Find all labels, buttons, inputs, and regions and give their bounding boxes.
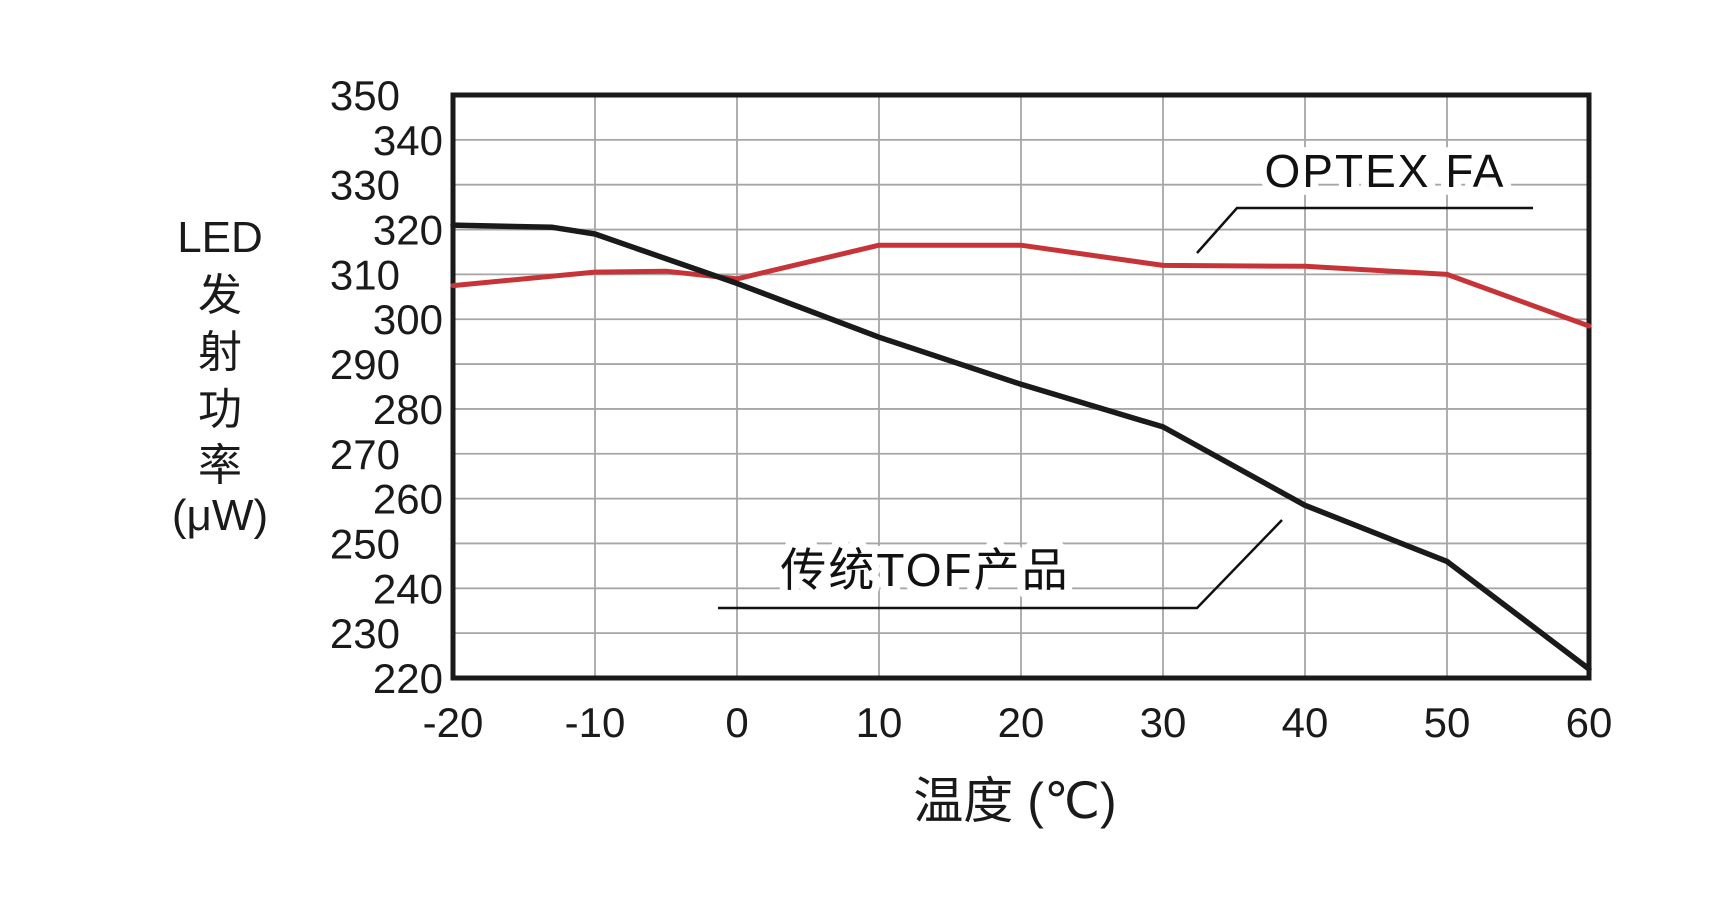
x-tick-label--20: -20 (423, 699, 484, 746)
y-tick-label-300: 300 (373, 296, 443, 343)
y-tick-label-290: 290 (330, 341, 400, 388)
series-lines (450, 222, 1592, 672)
x-tick-label--10: -10 (565, 699, 626, 746)
y-tick-labels: 3503403303203103002902802702602502402302… (330, 72, 443, 702)
plot-border (450, 92, 1592, 681)
y-tick-label-220: 220 (373, 655, 443, 702)
y-axis-title-line-4: 率 (198, 441, 242, 490)
gridlines (453, 95, 1589, 678)
y-axis-title-line-1: 发 (198, 271, 242, 320)
x-tick-label-30: 30 (1140, 699, 1187, 746)
annotation-conventional-tof-label: 传统TOF产品 (780, 544, 1069, 596)
x-tick-label-60: 60 (1566, 699, 1613, 746)
annotation-optex-fa-label: OPTEX FA (1265, 145, 1506, 197)
x-tick-label-50: 50 (1424, 699, 1471, 746)
y-tick-label-240: 240 (373, 565, 443, 612)
x-tick-labels: -20 -10 0 10 20 30 40 50 60 (423, 699, 1613, 746)
y-axis-title-line-3: 功 (198, 385, 242, 434)
x-tick-label-40: 40 (1282, 699, 1329, 746)
y-tick-label-350: 350 (330, 72, 400, 119)
y-tick-label-230: 230 (330, 610, 400, 657)
y-tick-label-270: 270 (330, 431, 400, 478)
y-axis-title-line-5: (μW) (172, 491, 268, 540)
x-tick-label-20: 20 (998, 699, 1045, 746)
series-line-conventional-tof (450, 222, 1592, 672)
series-line-optex-fa (450, 242, 1592, 329)
x-axis-title: 温度 (℃) (913, 773, 1116, 829)
x-tick-label-0: 0 (725, 699, 748, 746)
y-tick-label-320: 320 (373, 207, 443, 254)
y-tick-label-280: 280 (373, 386, 443, 433)
y-tick-label-310: 310 (330, 251, 400, 298)
y-axis-title-line-2: 射 (198, 328, 242, 377)
annotations: OPTEX FA 传统TOF产品 (718, 137, 1533, 610)
annotation-optex-fa-leader-line (1196, 206, 1533, 254)
annotation-conventional-tof-leader-line (718, 519, 1283, 610)
y-tick-label-260: 260 (373, 476, 443, 523)
y-tick-label-250: 250 (330, 520, 400, 567)
y-tick-label-330: 330 (330, 162, 400, 209)
y-axis-title-line-0: LED (177, 213, 263, 262)
y-tick-label-340: 340 (373, 117, 443, 164)
x-tick-label-10: 10 (856, 699, 903, 746)
